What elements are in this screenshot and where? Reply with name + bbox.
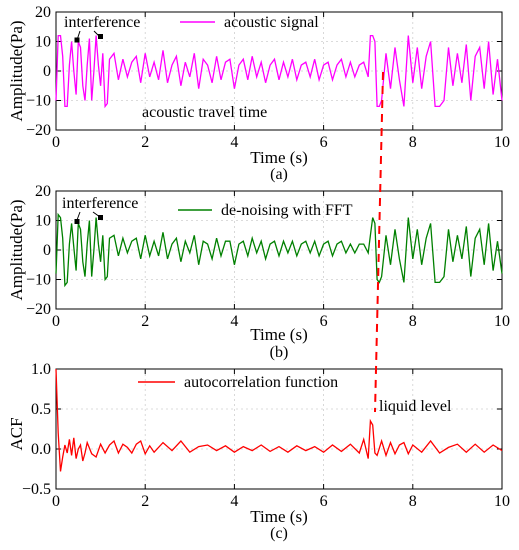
interference-marker [98,34,103,39]
x-tick-label: 4 [230,313,238,330]
interference-marker [74,37,80,43]
x-tick-label: 6 [320,134,328,151]
y-tick-label: −0.5 [22,481,51,498]
liquid-level-label: liquid level [379,398,452,415]
legend-label: de-noising with FFT [221,202,353,219]
interference-pointer [76,211,81,221]
x-tick-label: 6 [320,493,328,510]
x-tick-label: 10 [494,493,510,510]
x-tick-label: 2 [141,134,149,151]
interference-label: interference [62,195,138,212]
x-axis-label: Time (s) [250,148,307,167]
legend-label: autocorrelation function [184,374,338,391]
x-axis-label: Time (s) [250,507,307,526]
y-tick-label: 20 [35,4,51,21]
y-tick-label: −20 [26,122,51,139]
y-tick-label: 10 [35,34,51,51]
y-tick-label: 0 [43,242,51,259]
x-tick-label: 8 [409,493,417,510]
y-axis-label: Amplitude(Pa) [7,199,26,300]
x-axis-label: Time (s) [250,325,307,344]
panel-caption: (c) [270,525,288,542]
x-tick-label: 10 [494,313,510,330]
x-tick-label: 2 [141,313,149,330]
legend-label: acoustic signal [224,14,319,31]
y-axis-label: ACF [7,417,26,450]
y-tick-label: −10 [26,272,51,289]
x-tick-label: 2 [141,493,149,510]
y-tick-label: −20 [26,301,51,318]
marker-line [374,71,384,413]
y-tick-label: −10 [26,93,51,110]
x-tick-label: 8 [409,134,417,151]
x-tick-label: 0 [52,134,60,151]
x-tick-label: 6 [320,313,328,330]
plot-frame [55,368,503,490]
panel-b: 0 2 4 6 8 10 20 10 0 −10 −20 Amplitude(Pa) Time (s… [7,183,510,361]
y-tick-label: 0.0 [31,441,51,458]
x-tick-label: 8 [409,313,417,330]
y-tick-label: 0.5 [31,401,51,418]
interference-label: interference [64,14,140,31]
y-axis-label: Amplitude(Pa) [7,20,26,121]
series-line [55,368,503,472]
x-tick-label: 4 [230,134,238,151]
y-tick-label: 0 [43,63,51,80]
series-line [55,212,503,288]
x-tick-label: 0 [52,493,60,510]
panel-caption: (a) [270,166,288,183]
y-tick-label: 1.0 [31,361,51,378]
x-tick-label: 10 [494,134,510,151]
panel-a: 0 2 4 6 8 10 20 10 0 −10 −20 Amplitude(Pa) Time (s… [7,4,510,183]
interference-marker [74,219,80,224]
travel-time-label: acoustic travel time [142,104,267,121]
panel-caption: (b) [270,344,289,361]
interference-marker [98,215,103,220]
y-tick-label: 20 [35,183,51,200]
y-tick-label: 10 [35,213,51,230]
x-tick-label: 4 [230,493,238,510]
panel-c: 0 2 4 6 8 10 1.0 0.5 0.0 −0.5 ACF Time (s) (c) au… [7,361,510,542]
series-line [55,34,503,109]
x-tick-label: 0 [52,313,60,330]
